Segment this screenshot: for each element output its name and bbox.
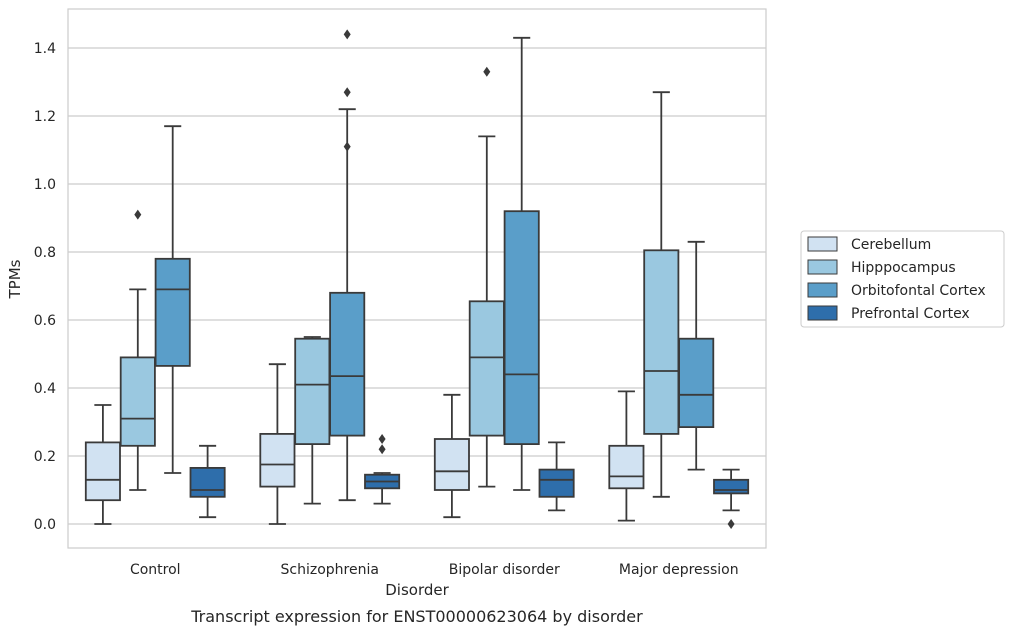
legend-swatch — [807, 282, 838, 298]
iqr-box — [643, 249, 680, 435]
box-0-0 — [84, 404, 121, 525]
box-3-2 — [538, 441, 575, 512]
iqr-box — [329, 291, 366, 437]
x-tick-label: Bipolar disorder — [449, 562, 560, 578]
legend-entry-label: Hipppocampus — [851, 260, 956, 276]
iqr-box — [189, 466, 226, 498]
box-2-2 — [503, 36, 540, 491]
legend-swatch — [807, 259, 838, 275]
iqr-box — [259, 432, 296, 488]
plot-area-frame — [67, 8, 767, 549]
y-tick-label: 0.8 — [34, 245, 56, 261]
iqr-box — [468, 300, 505, 437]
box-1-2 — [468, 66, 505, 488]
iqr-box — [713, 478, 750, 495]
x-tick-label: Major depression — [619, 562, 739, 578]
y-axis-label: TPMs — [6, 259, 24, 299]
iqr-box — [678, 337, 715, 429]
legend-entry-label: Prefrontal Cortex — [851, 306, 970, 322]
legend: Cerebellum Hipppocampus Orbitofontal Corte… — [800, 230, 1005, 328]
iqr-box — [433, 438, 470, 491]
legend-entry-label: Cerebellum — [851, 237, 931, 253]
outlier-point — [343, 141, 351, 152]
x-tick-label: Schizophrenia — [281, 562, 379, 578]
box-1-0 — [119, 209, 156, 491]
outlier-point — [483, 66, 491, 77]
boxes — [84, 29, 750, 529]
outlier-point — [343, 87, 351, 98]
box-0-2 — [433, 393, 470, 519]
iqr-box — [294, 337, 331, 446]
box-3-1 — [364, 434, 401, 505]
box-2-3 — [678, 240, 715, 471]
box-0-3 — [608, 390, 645, 522]
iqr-box — [538, 468, 575, 498]
box-3-3 — [713, 468, 750, 529]
y-tick-label: 1.2 — [34, 109, 56, 125]
y-tick-label: 0.2 — [34, 449, 56, 465]
y-tick-label: 0.0 — [34, 517, 56, 533]
box-3-0 — [189, 444, 226, 519]
legend-swatch — [807, 305, 838, 321]
iqr-box — [154, 257, 191, 367]
iqr-box — [608, 444, 645, 490]
y-tick-labels: 0.0 0.2 0.4 0.6 0.8 1.0 1.2 1.4 — [34, 41, 56, 533]
box-2-1 — [329, 29, 366, 502]
y-tick-label: 0.4 — [34, 381, 56, 397]
y-tick-label: 1.0 — [34, 177, 56, 193]
iqr-box — [119, 356, 156, 447]
legend-entry-label: Orbitofontal Cortex — [851, 283, 986, 299]
box-2-0 — [154, 125, 191, 474]
y-tick-label: 0.6 — [34, 313, 56, 329]
x-axis-label: Disorder — [385, 581, 449, 599]
chart-caption: Transcript expression for ENST0000062306… — [190, 607, 643, 626]
outlier-point — [343, 29, 351, 40]
box-1-1 — [294, 336, 331, 505]
outlier-point — [727, 519, 735, 529]
x-tick-label: Control — [130, 562, 181, 578]
iqr-box — [84, 441, 121, 502]
outlier-point — [378, 444, 386, 455]
outlier-point — [378, 434, 386, 444]
y-tick-label: 1.4 — [34, 41, 56, 57]
legend-frame — [800, 230, 1005, 328]
box-1-3 — [643, 91, 680, 498]
legend-swatch — [807, 236, 838, 252]
outlier-point — [134, 209, 142, 220]
box-0-1 — [259, 363, 296, 525]
x-tick-labels: Control Schizophrenia Bipolar disorder Majo… — [130, 562, 739, 578]
iqr-box — [503, 210, 540, 445]
